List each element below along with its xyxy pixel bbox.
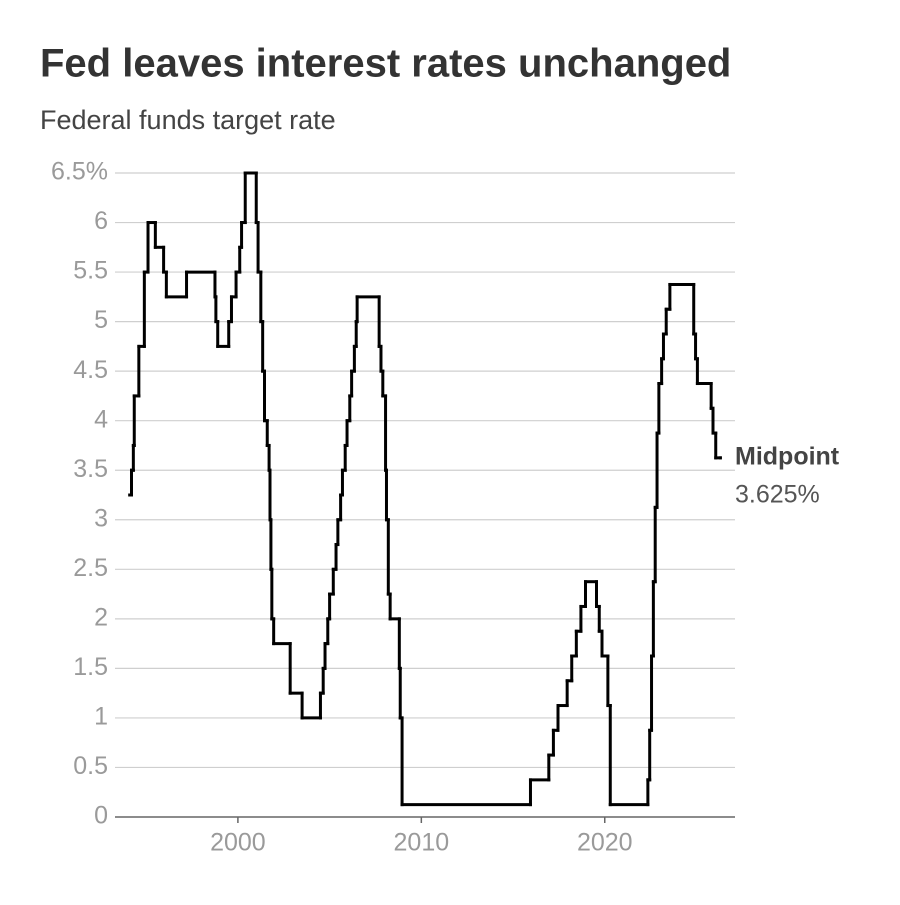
annotation: Midpoint — [735, 442, 840, 470]
y-tick-label: 1 — [94, 703, 108, 731]
y-tick-label: 3.5 — [73, 455, 108, 483]
y-tick-label: 0.5 — [73, 752, 108, 780]
y-tick-label: 2.5 — [73, 554, 108, 582]
y-tick-label: 3 — [94, 504, 108, 532]
y-tick-label: 6 — [94, 207, 108, 235]
y-tick-label: 5.5 — [73, 257, 108, 285]
y-tick-label: 6.5% — [51, 158, 108, 186]
value-label: 3.625% — [735, 480, 820, 508]
x-tick-label: 2000 — [210, 829, 266, 857]
chart-title: Fed leaves interest rates unchanged — [40, 42, 731, 86]
y-tick-label: 5 — [94, 306, 108, 334]
y-tick-label: 2 — [94, 603, 108, 631]
x-tick-label: 2020 — [577, 829, 633, 857]
y-tick-label: 1.5 — [73, 653, 108, 681]
y-tick-label: 4.5 — [73, 356, 108, 384]
y-tick-label: 4 — [94, 405, 108, 433]
chart-subtitle: Federal funds target rate — [40, 105, 336, 135]
y-tick-label: 0 — [94, 802, 108, 830]
x-tick-label: 2010 — [394, 829, 450, 857]
